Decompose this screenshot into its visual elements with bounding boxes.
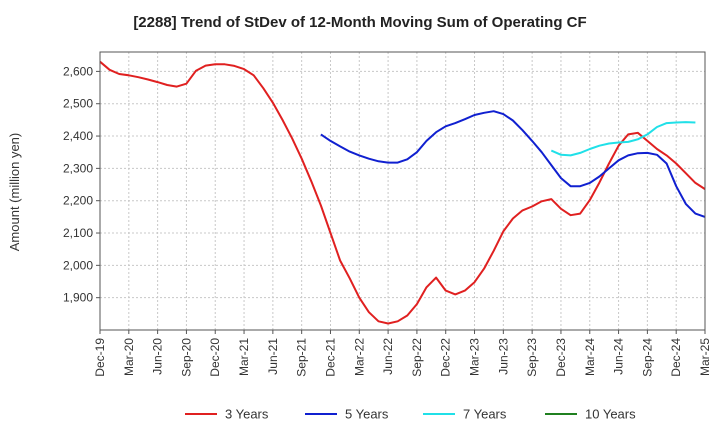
y-axis-label: Amount (million yen) (7, 133, 22, 252)
x-tick-label: Dec-21 (323, 338, 337, 377)
x-tick-label: Jun-20 (151, 338, 165, 375)
x-tick-label: Sep-23 (525, 338, 539, 377)
y-tick-label: 2,400 (63, 129, 93, 143)
y-tick-label: 2,300 (63, 161, 93, 175)
y-tick-label: 2,100 (63, 226, 93, 240)
y-tick-label: 1,900 (63, 291, 93, 305)
series-line-3-years (99, 60, 706, 325)
gridlines (99, 52, 706, 330)
x-tick-label: Dec-24 (669, 338, 683, 377)
y-tick-label: 2,600 (63, 64, 93, 78)
x-tick-label: Jun-23 (496, 338, 510, 375)
x-tick-label: Sep-21 (295, 338, 309, 377)
y-tick-label: 2,200 (63, 194, 93, 208)
x-tick-label: Dec-19 (93, 338, 107, 377)
x-tick-label: Jun-22 (381, 338, 395, 375)
series-lines (99, 60, 706, 325)
plot-frame (99, 51, 706, 331)
x-tick-label: Mar-22 (352, 338, 366, 376)
x-tick-label: Mar-23 (468, 338, 482, 376)
x-tick-label: Dec-23 (554, 338, 568, 377)
x-tick-labels: Dec-19 Mar-20 Jun-20 Sep-20 Dec-20 Mar-21 Jun-… (93, 330, 712, 377)
legend-label: 5 Years (345, 407, 389, 422)
x-tick-label: Sep-24 (640, 338, 654, 377)
x-tick-label: Mar-25 (698, 338, 712, 376)
legend-label: 3 Years (225, 407, 269, 422)
x-tick-label: Dec-22 (439, 338, 453, 377)
legend-label: 7 Years (463, 407, 507, 422)
y-tick-labels: 1,900 2,000 2,100 2,200 2,300 2,400 2,500 2,600 (63, 64, 100, 305)
x-tick-label: Jun-24 (612, 338, 626, 375)
x-tick-label: Mar-20 (122, 338, 136, 376)
legend: 3 Years 5 Years 7 Years 10 Years (185, 407, 636, 422)
chart-title: [2288] Trend of StDev of 12-Month Moving… (133, 14, 586, 31)
y-tick-label: 2,500 (63, 97, 93, 111)
legend-label: 10 Years (585, 407, 636, 422)
x-tick-label: Sep-20 (179, 338, 193, 377)
x-tick-label: Sep-22 (410, 338, 424, 377)
x-tick-label: Mar-24 (583, 338, 597, 376)
x-tick-label: Jun-21 (266, 338, 280, 375)
x-tick-label: Mar-21 (237, 338, 251, 376)
series-line-7-years (550, 121, 696, 157)
x-tick-label: Dec-20 (208, 338, 222, 377)
y-tick-label: 2,000 (63, 258, 93, 272)
series-line-5-years (320, 110, 706, 218)
